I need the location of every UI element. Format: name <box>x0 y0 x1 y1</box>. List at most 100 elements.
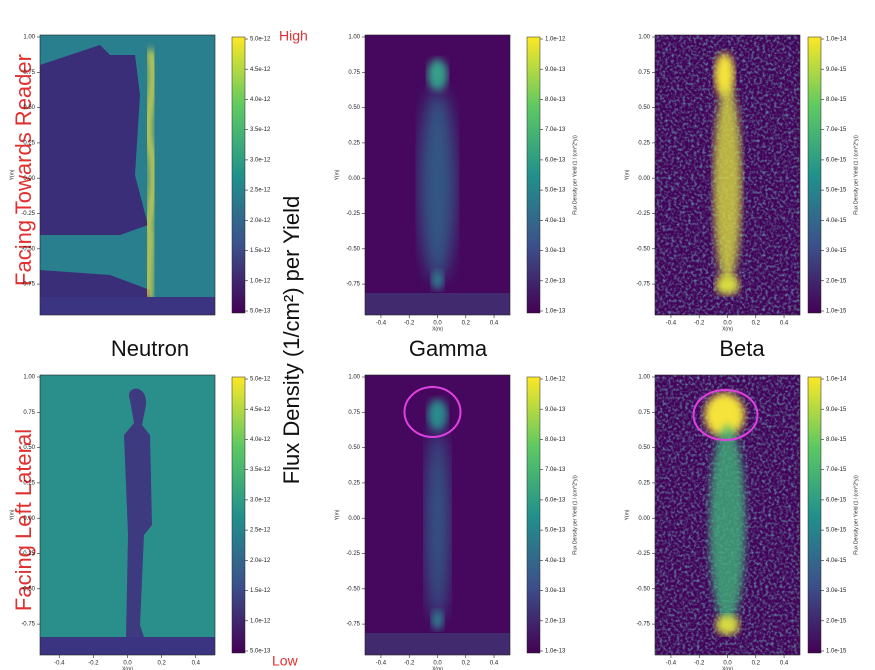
y-tick-label: -0.50 <box>346 246 360 252</box>
x-tick-label: -0.4 <box>666 661 677 667</box>
y-tick-label: 0.25 <box>348 480 360 486</box>
colorbar-tick-label: 7.0e-15 <box>826 127 847 133</box>
y-tick-label: -0.50 <box>21 246 35 252</box>
y-tick-label: 0.25 <box>638 480 650 486</box>
panel: 1.00 0.75 0.50 0.25 0.00 -0.25 -0.50 -0.75 Y(m) -… <box>624 375 859 670</box>
y-tick-label: -0.50 <box>21 586 35 592</box>
panel: 1.00 0.75 0.50 0.25 0.00 -0.25 -0.50 -0.75 Y(m) -… <box>9 375 271 670</box>
colorbar-tick-label: 1.0e-13 <box>545 649 566 655</box>
y-tick-label: -0.25 <box>21 211 35 217</box>
y-tick-label: 0.50 <box>348 445 360 451</box>
x-tick-label: 0.4 <box>780 321 789 327</box>
colorbar-tick-label: 1.0e-15 <box>826 649 847 655</box>
colorbar-tick-label: 2.5e-12 <box>250 528 271 534</box>
column-label: Gamma <box>409 336 488 361</box>
head-glow <box>704 393 745 437</box>
x-tick-label: 0.0 <box>433 661 442 667</box>
colorbar-tick-label: 3.0e-13 <box>545 588 566 594</box>
y-tick-label: -0.25 <box>636 211 650 217</box>
colorbar-tick-label: 5.0e-13 <box>545 528 566 534</box>
foot-glow <box>715 615 740 635</box>
panel: 1.00 0.75 0.50 0.25 0.00 -0.25 -0.50 -0.75 Y(m) -… <box>334 375 578 670</box>
body-glow <box>425 430 450 620</box>
colorbar-tick-label: 4.0e-12 <box>250 437 271 443</box>
panel: 1.00 0.75 0.50 0.25 0.00 -0.25 -0.50 -0.75 Y(m) -… <box>624 35 859 333</box>
y-tick-label: 0.50 <box>638 445 650 451</box>
colorbar-tick-label: 8.0e-15 <box>826 437 847 443</box>
x-tick-label: -0.4 <box>376 321 387 327</box>
y-tick-label: -0.50 <box>346 586 360 592</box>
colorbar-tick-label: 1.0e-12 <box>545 377 566 383</box>
colorbar-tick-label: 8.0e-13 <box>545 437 566 443</box>
panel: 1.00 0.75 0.50 0.25 0.00 -0.25 -0.50 -0.75 Y(m) 5… <box>9 34 271 316</box>
colorbar-tick-label: 1.0e-12 <box>250 278 271 284</box>
y-tick-label: -0.75 <box>636 282 650 288</box>
foot-glow <box>715 275 740 295</box>
colorbar-tick-label: 1.0e-12 <box>250 618 271 624</box>
colorbar <box>526 376 541 654</box>
colorbar-tick-label: 5.0e-13 <box>250 309 271 315</box>
colorbar-tick-label: 3.0e-12 <box>250 497 271 503</box>
body-glow <box>419 90 456 280</box>
y-tick-label: 0.25 <box>638 140 650 146</box>
colorbar-tick-label: 3.0e-15 <box>826 588 847 594</box>
x-tick-label: 0.2 <box>157 661 166 667</box>
colorbar <box>231 376 246 654</box>
colorbar-tick-label: 4.5e-12 <box>250 407 271 413</box>
x-tick-label: 0.4 <box>490 661 499 667</box>
x-tick-label: -0.2 <box>404 661 415 667</box>
colorbar-tick-label: 5.0e-15 <box>826 528 847 534</box>
y-axis-label: Y(m) <box>334 169 340 180</box>
y-tick-label: 0.75 <box>638 410 650 416</box>
colorbar-tick-label: 2.0e-12 <box>250 558 271 564</box>
y-tick-label: 1.00 <box>23 375 35 381</box>
colorbar-tick-label: 1.0e-12 <box>545 37 566 43</box>
colorbar-tick-label: 2.0e-15 <box>826 618 847 624</box>
y-tick-label: 1.00 <box>348 35 360 41</box>
body-glow <box>709 425 746 625</box>
colorbar-tick-label: 1.0e-14 <box>826 37 847 43</box>
y-axis-label: Y(m) <box>624 169 630 180</box>
x-axis-label: X(m) <box>722 666 733 670</box>
colorbar-tick-label: 7.0e-13 <box>545 127 566 133</box>
colorbar-tick-label: 2.5e-12 <box>250 188 271 194</box>
colorbar-tick-label: 2.0e-13 <box>545 278 566 284</box>
y-tick-label: 0.00 <box>348 176 360 182</box>
colorbar-tick-label: 5.0e-12 <box>250 377 271 383</box>
colorbar-tick-label: 7.0e-15 <box>826 467 847 473</box>
y-axis-label: Y(m) <box>9 509 15 520</box>
x-axis-label: X(m) <box>432 666 443 670</box>
colorbar-tick-label: 1.5e-12 <box>250 248 271 254</box>
x-tick-label: -0.4 <box>54 661 65 667</box>
colorbar <box>526 36 541 314</box>
colorbar-tick-label: 8.0e-13 <box>545 97 566 103</box>
y-tick-label: 0.50 <box>23 105 35 111</box>
y-axis-label: Y(m) <box>9 169 15 180</box>
y-tick-label: 1.00 <box>638 375 650 381</box>
colorbar-tick-label: 2.0e-15 <box>826 278 847 284</box>
y-tick-label: 0.75 <box>23 70 35 76</box>
foot-glow <box>431 610 444 630</box>
colorbar-tick-label: 6.0e-13 <box>545 497 566 503</box>
x-tick-label: 0.2 <box>752 321 761 327</box>
colorbar <box>807 36 822 314</box>
colorbar-label: Flux Density per Yield (1 / (cm^2*y)) <box>572 135 578 215</box>
colorbar-tick-label: 9.0e-15 <box>826 407 847 413</box>
head-glow <box>427 399 448 431</box>
colorbar-tick-label: 9.0e-15 <box>826 67 847 73</box>
colorbar-tick-label: 3.0e-15 <box>826 248 847 254</box>
colorbar-tick-label: 2.0e-12 <box>250 218 271 224</box>
y-tick-label: 0.00 <box>23 516 35 522</box>
y-tick-label: -0.50 <box>636 586 650 592</box>
y-tick-label: 0.75 <box>348 70 360 76</box>
y-tick-label: 0.75 <box>638 70 650 76</box>
colorbar-tick-label: 7.0e-13 <box>545 467 566 473</box>
y-axis-label: Y(m) <box>624 509 630 520</box>
plot-frame <box>39 34 216 316</box>
colorbar-tick-label: 8.0e-15 <box>826 97 847 103</box>
y-tick-label: 0.50 <box>348 105 360 111</box>
colorbar-label: Flux Density per Yield (1 / (cm^2*y)) <box>853 475 859 555</box>
y-tick-label: -0.75 <box>346 622 360 628</box>
high-label: High <box>279 28 308 44</box>
